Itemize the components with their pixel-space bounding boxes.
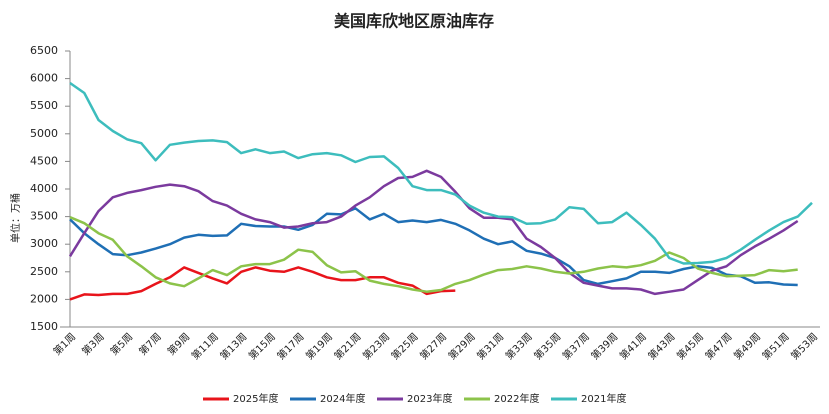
y-tick-label: 6000 bbox=[30, 72, 58, 85]
x-tick-label: 第29周 bbox=[445, 330, 477, 362]
y-tick-label: 2500 bbox=[30, 265, 58, 278]
x-tick-label: 第13周 bbox=[217, 330, 249, 362]
x-tick-label: 第33周 bbox=[503, 330, 535, 362]
x-tick-label: 第17周 bbox=[274, 330, 306, 362]
legend-label: 2024年度 bbox=[320, 392, 365, 405]
x-tick-label: 第43周 bbox=[645, 330, 677, 362]
x-tick-label: 第37周 bbox=[560, 330, 592, 362]
x-tick-label: 第15周 bbox=[246, 330, 278, 362]
y-tick-label: 1500 bbox=[30, 320, 58, 333]
x-tick-label: 第3周 bbox=[79, 330, 107, 358]
x-tick-label: 第51周 bbox=[759, 330, 791, 362]
y-tick-label: 3000 bbox=[30, 237, 58, 250]
x-tick-label: 第23周 bbox=[360, 330, 392, 362]
y-axis-label: 单位：万桶 bbox=[9, 193, 22, 243]
x-tick-label: 第53周 bbox=[788, 330, 820, 362]
y-tick-label: 4500 bbox=[30, 154, 58, 167]
x-tick-label: 第49周 bbox=[731, 330, 763, 362]
x-tick-label: 第31周 bbox=[474, 330, 506, 362]
chart-title: 美国库欣地区原油库存 bbox=[334, 12, 494, 31]
x-tick-label: 第1周 bbox=[50, 330, 78, 358]
legend-label: 2023年度 bbox=[407, 392, 452, 405]
x-tick-label: 第11周 bbox=[189, 330, 221, 362]
x-tick-label: 第39周 bbox=[588, 330, 620, 362]
legend-label: 2022年度 bbox=[494, 392, 539, 405]
x-tick-label: 第27周 bbox=[417, 330, 449, 362]
y-tick-label: 6500 bbox=[30, 44, 58, 57]
y-tick-label: 5000 bbox=[30, 127, 58, 140]
x-tick-label: 第25周 bbox=[388, 330, 420, 362]
legend-label: 2021年度 bbox=[581, 392, 626, 405]
y-tick-label: 5500 bbox=[30, 99, 58, 112]
series-line bbox=[69, 216, 798, 293]
y-tick-label: 2000 bbox=[30, 292, 58, 305]
x-tick-label: 第41周 bbox=[617, 330, 649, 362]
x-tick-label: 第47周 bbox=[702, 330, 734, 362]
legend-label: 2025年度 bbox=[233, 392, 278, 405]
series-line bbox=[68, 169, 799, 296]
x-tick-label: 第9周 bbox=[165, 330, 193, 358]
y-tick-label: 4000 bbox=[30, 182, 58, 195]
x-tick-label: 第19周 bbox=[303, 330, 335, 362]
x-tick-label: 第5周 bbox=[107, 330, 135, 358]
series-line bbox=[69, 266, 456, 301]
x-tick-label: 第45周 bbox=[674, 330, 706, 362]
series-line bbox=[69, 81, 813, 265]
x-tick-label: 第35周 bbox=[531, 330, 563, 362]
y-tick-label: 3500 bbox=[30, 210, 58, 223]
x-tick-label: 第21周 bbox=[331, 330, 363, 362]
x-tick-label: 第7周 bbox=[136, 330, 164, 358]
series-line bbox=[69, 207, 798, 287]
